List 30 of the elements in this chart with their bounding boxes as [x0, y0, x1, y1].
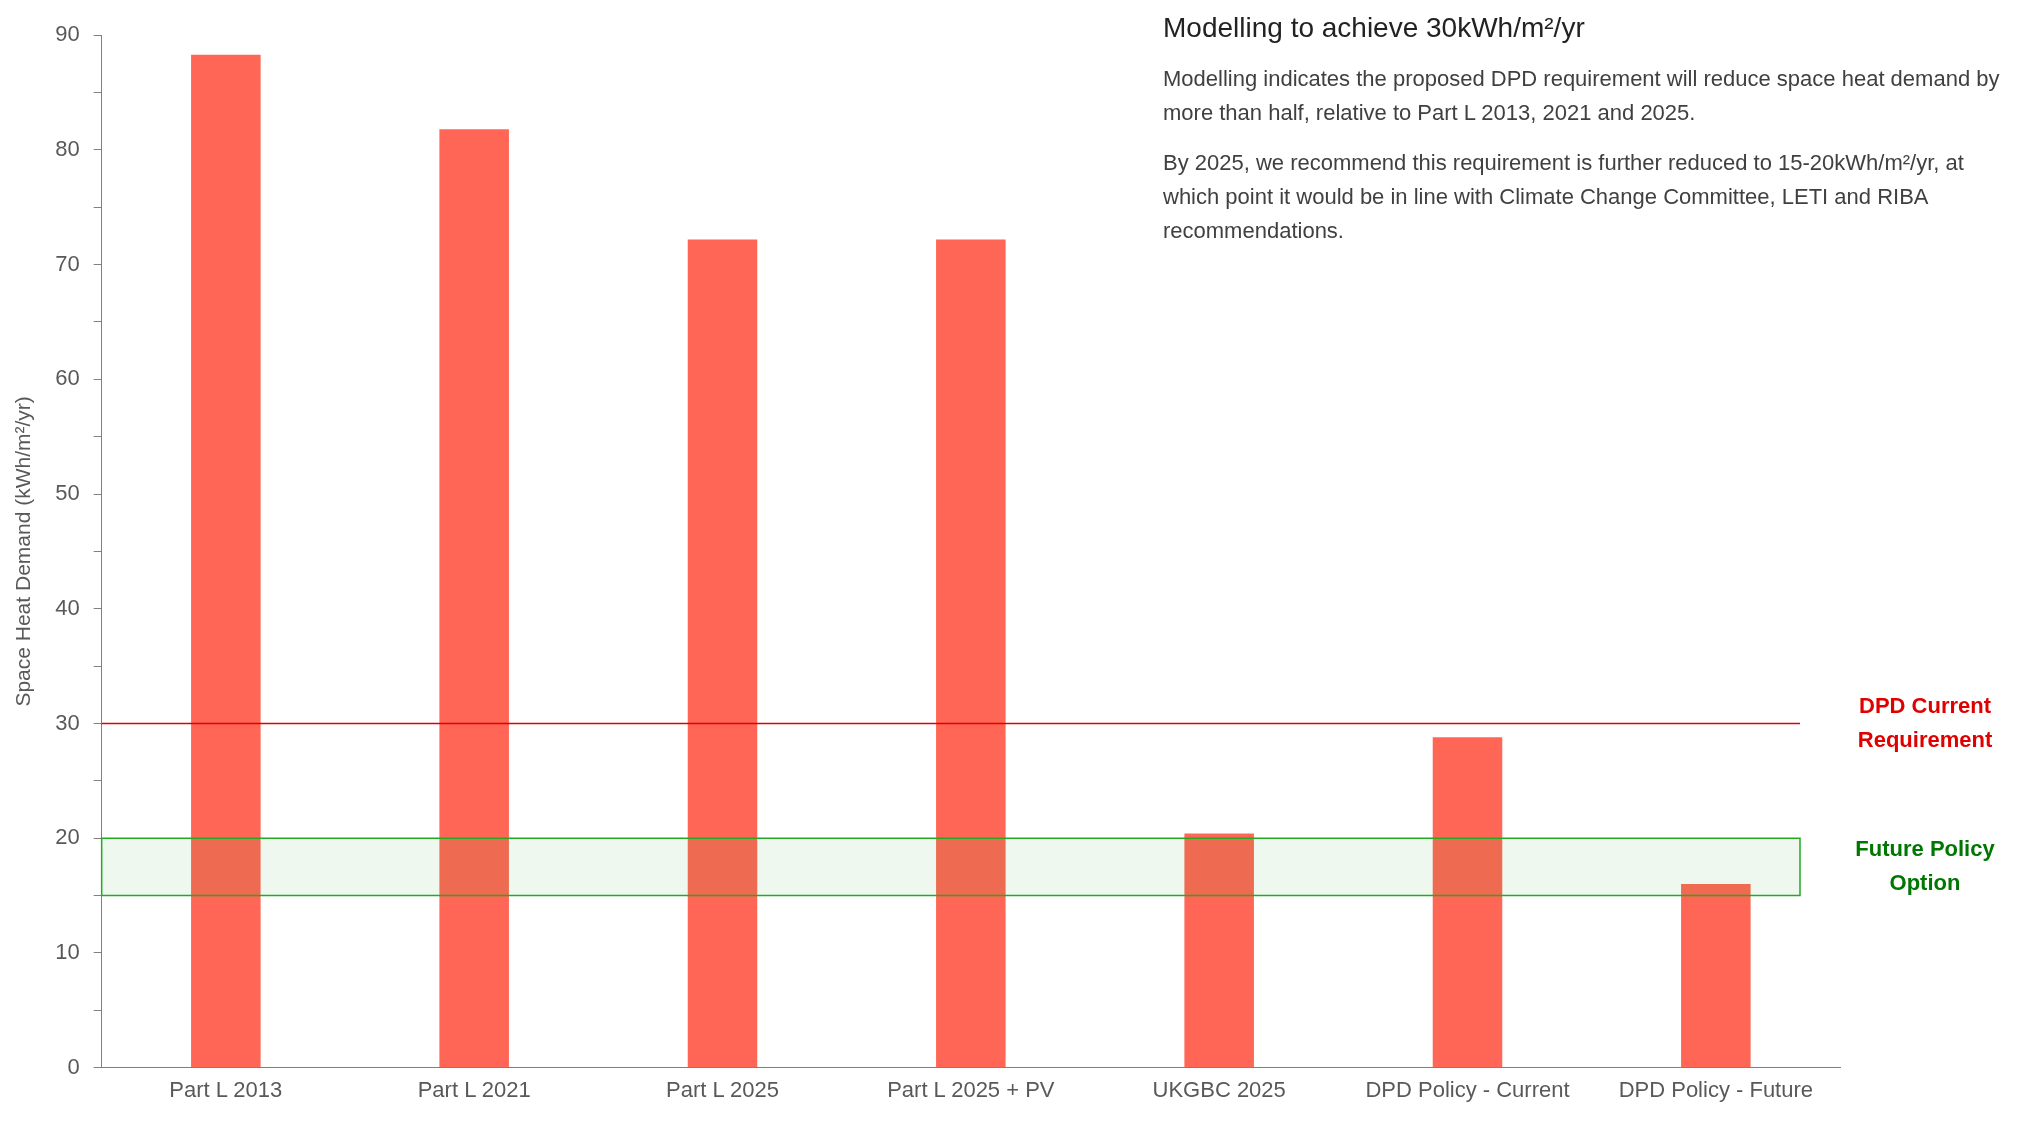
x-tick-label: Part L 2013 — [169, 1076, 283, 1102]
band-label: Future Policy Option — [1855, 835, 1996, 895]
x-tick-label: Part L 2021 — [417, 1076, 531, 1102]
y-tick-label: 30 — [55, 709, 80, 735]
x-tick-label: Part L 2025 — [666, 1076, 779, 1102]
y-tick-label: 70 — [55, 250, 80, 276]
bar — [1184, 833, 1254, 1068]
y-axis-title: Space Heat Demand (kWh/m²/yr) — [11, 396, 35, 707]
bar — [439, 129, 509, 1068]
ref-line-label: DPD Current Requirement — [1857, 692, 1993, 752]
x-tick-label: Part L 2025 + PV — [887, 1076, 1055, 1102]
y-tick-label: 40 — [55, 594, 80, 620]
annotation: By 2025, we recommend this requirement is further reduced to 15-20kWh/m²/yr, at which point it would be in line with Climate Change Committee, LETI and RIBA recommendations. — [1163, 149, 1965, 245]
bar — [191, 54, 261, 1068]
x-tick-label: UKGBC 2025 — [1152, 1076, 1286, 1102]
bar — [1681, 884, 1751, 1068]
y-tick-label: 0 — [67, 1053, 80, 1079]
y-tick-label: 20 — [55, 824, 80, 850]
bar — [936, 239, 1006, 1068]
chart-title: Modelling to achieve 30kWh/m²/yr — [1163, 12, 1586, 44]
y-tick-label: 10 — [55, 938, 80, 964]
bar — [1432, 737, 1503, 1068]
bar — [687, 239, 758, 1068]
y-tick-label: 80 — [55, 135, 80, 161]
x-tick-label: DPD Policy - Current — [1365, 1076, 1570, 1102]
x-tick-label: DPD Policy - Future — [1618, 1076, 1814, 1102]
y-tick-label: 50 — [55, 480, 80, 506]
annotation: Modelling indicates the proposed DPD requirement will reduce space heat demand by more than half, relative to Part L 2013, 2021 and 2025. — [1163, 65, 2001, 127]
y-tick-label: 60 — [55, 365, 80, 391]
y-tick-label: 90 — [55, 21, 80, 47]
